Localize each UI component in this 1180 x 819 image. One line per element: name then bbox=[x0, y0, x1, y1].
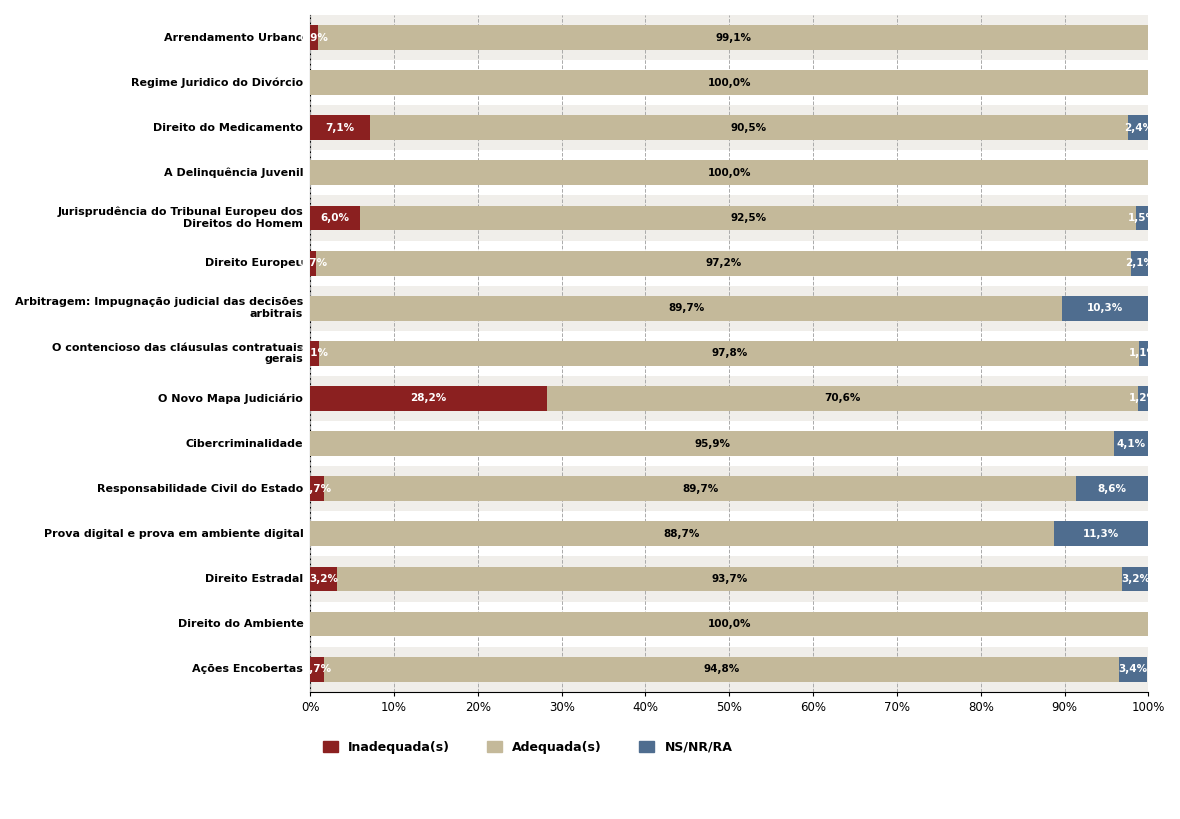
Bar bbox=[310, 206, 360, 230]
Bar bbox=[310, 15, 1148, 60]
Bar bbox=[1139, 341, 1148, 366]
Bar bbox=[310, 115, 369, 140]
Bar bbox=[310, 601, 1148, 647]
Bar bbox=[1128, 115, 1148, 140]
Text: 92,5%: 92,5% bbox=[730, 213, 766, 223]
Bar bbox=[310, 647, 1148, 692]
Text: 4,1%: 4,1% bbox=[1116, 439, 1146, 449]
Bar bbox=[310, 522, 1054, 546]
Bar bbox=[360, 206, 1135, 230]
Text: 3,4%: 3,4% bbox=[1119, 664, 1148, 674]
Bar bbox=[310, 556, 1148, 601]
Bar bbox=[1076, 477, 1148, 501]
Text: 10,3%: 10,3% bbox=[1087, 303, 1123, 313]
Text: 1,1%: 1,1% bbox=[300, 348, 329, 359]
Bar bbox=[310, 466, 1148, 511]
Text: 0,7%: 0,7% bbox=[299, 258, 328, 268]
Text: 1,5%: 1,5% bbox=[1128, 213, 1156, 223]
Text: 90,5%: 90,5% bbox=[730, 123, 767, 133]
Text: 88,7%: 88,7% bbox=[663, 529, 700, 539]
Text: 100,0%: 100,0% bbox=[708, 78, 750, 88]
Text: 95,9%: 95,9% bbox=[694, 439, 730, 449]
Text: 89,7%: 89,7% bbox=[668, 303, 704, 313]
Text: 1,7%: 1,7% bbox=[303, 484, 332, 494]
Bar bbox=[310, 105, 1148, 151]
Text: 1,7%: 1,7% bbox=[303, 664, 332, 674]
Bar bbox=[337, 567, 1122, 591]
Text: 1,2%: 1,2% bbox=[1129, 393, 1158, 404]
Text: 3,2%: 3,2% bbox=[309, 574, 339, 584]
Text: 89,7%: 89,7% bbox=[682, 484, 719, 494]
Bar bbox=[310, 161, 1148, 185]
Bar bbox=[317, 25, 1148, 50]
Bar bbox=[310, 196, 1148, 241]
Text: 99,1%: 99,1% bbox=[715, 33, 750, 43]
Bar bbox=[1114, 431, 1148, 456]
Text: 97,2%: 97,2% bbox=[706, 258, 741, 268]
Text: 7,1%: 7,1% bbox=[326, 123, 354, 133]
Bar bbox=[310, 331, 1148, 376]
Bar bbox=[310, 296, 1062, 321]
Text: 100,0%: 100,0% bbox=[708, 168, 750, 178]
Text: 6,0%: 6,0% bbox=[321, 213, 349, 223]
Bar bbox=[1122, 567, 1149, 591]
Bar bbox=[310, 567, 337, 591]
Bar bbox=[310, 151, 1148, 196]
Bar bbox=[310, 477, 325, 501]
Bar bbox=[1062, 296, 1148, 321]
Bar bbox=[310, 341, 320, 366]
Bar bbox=[324, 477, 1076, 501]
Text: 97,8%: 97,8% bbox=[712, 348, 747, 359]
Bar bbox=[316, 251, 1130, 275]
Legend: Inadequada(s), Adequada(s), NS/NR/RA: Inadequada(s), Adequada(s), NS/NR/RA bbox=[316, 735, 739, 760]
Text: 11,3%: 11,3% bbox=[1083, 529, 1119, 539]
Bar bbox=[1054, 522, 1148, 546]
Bar bbox=[310, 70, 1148, 95]
Text: 0,9%: 0,9% bbox=[300, 33, 328, 43]
Text: 2,4%: 2,4% bbox=[1123, 123, 1153, 133]
Bar bbox=[1139, 386, 1148, 411]
Bar bbox=[310, 25, 317, 50]
Bar bbox=[310, 612, 1148, 636]
Bar bbox=[310, 431, 1114, 456]
Text: 28,2%: 28,2% bbox=[411, 393, 446, 404]
Text: 2,1%: 2,1% bbox=[1125, 258, 1154, 268]
Bar bbox=[310, 421, 1148, 466]
Text: 3,2%: 3,2% bbox=[1121, 574, 1150, 584]
Text: 93,7%: 93,7% bbox=[712, 574, 748, 584]
Bar bbox=[1135, 206, 1148, 230]
Bar bbox=[310, 286, 1148, 331]
Text: 1,1%: 1,1% bbox=[1129, 348, 1159, 359]
Bar bbox=[1130, 251, 1148, 275]
Bar bbox=[310, 60, 1148, 105]
Bar bbox=[310, 376, 1148, 421]
Bar bbox=[369, 115, 1128, 140]
Bar bbox=[310, 511, 1148, 556]
Bar bbox=[1119, 657, 1147, 681]
Bar bbox=[310, 241, 1148, 286]
Bar bbox=[310, 386, 546, 411]
Bar bbox=[324, 657, 1119, 681]
Bar bbox=[320, 341, 1139, 366]
Text: 100,0%: 100,0% bbox=[708, 619, 750, 629]
Bar bbox=[310, 657, 325, 681]
Text: 70,6%: 70,6% bbox=[824, 393, 860, 404]
Text: 94,8%: 94,8% bbox=[703, 664, 740, 674]
Bar bbox=[310, 251, 316, 275]
Bar bbox=[546, 386, 1139, 411]
Text: 8,6%: 8,6% bbox=[1097, 484, 1127, 494]
